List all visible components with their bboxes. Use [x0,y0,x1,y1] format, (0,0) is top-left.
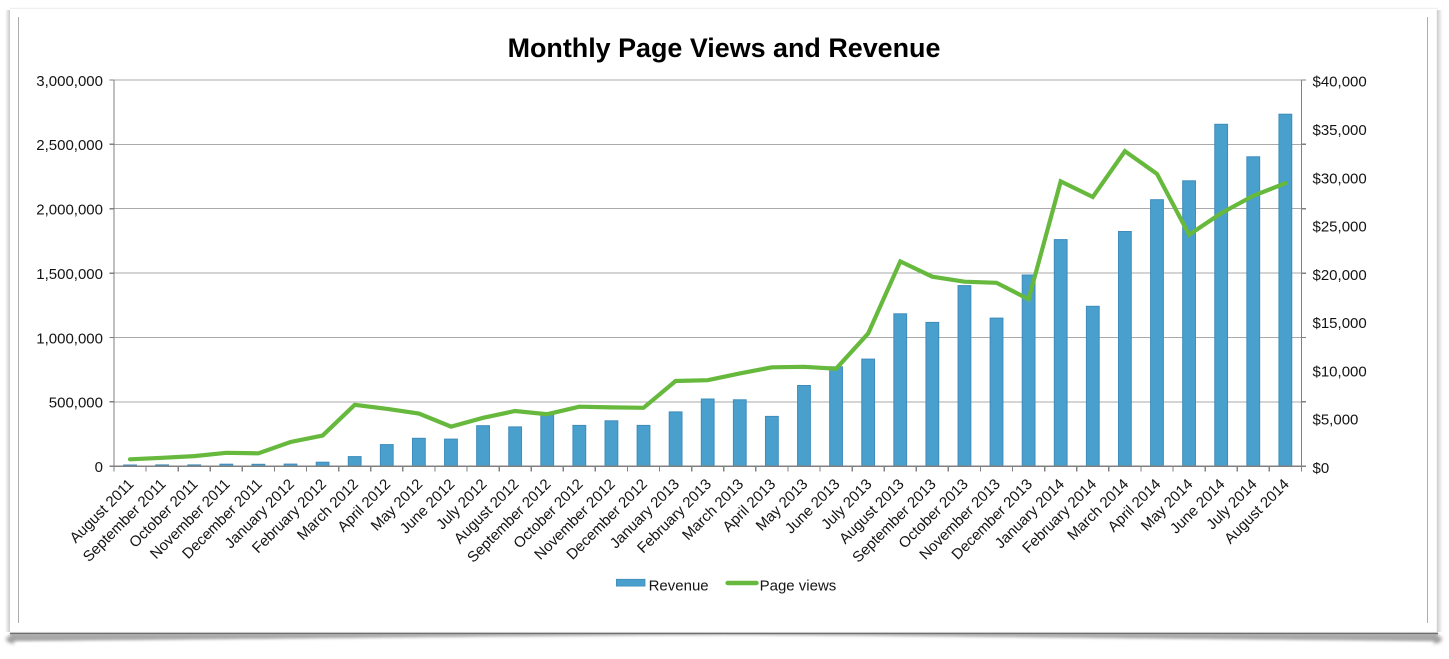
svg-text:1,500,000: 1,500,000 [36,266,103,283]
svg-text:$40,000: $40,000 [1313,74,1367,91]
svg-text:$0: $0 [1313,460,1330,477]
svg-text:Page views: Page views [760,578,837,595]
svg-text:2,500,000: 2,500,000 [36,137,103,154]
svg-text:$30,000: $30,000 [1313,170,1367,187]
svg-text:$5,000: $5,000 [1313,412,1359,429]
svg-text:0: 0 [95,459,103,476]
svg-text:Revenue: Revenue [649,578,709,595]
svg-text:Monthly Page Views and Revenue: Monthly Page Views and Revenue [508,33,941,63]
svg-text:$10,000: $10,000 [1313,363,1367,380]
svg-text:$25,000: $25,000 [1313,219,1367,236]
svg-text:$15,000: $15,000 [1313,315,1367,332]
svg-text:2,000,000: 2,000,000 [36,202,103,219]
svg-text:500,000: 500,000 [49,395,103,412]
svg-text:$35,000: $35,000 [1313,122,1367,139]
svg-text:1,000,000: 1,000,000 [36,330,103,347]
svg-text:$20,000: $20,000 [1313,267,1367,284]
svg-text:3,000,000: 3,000,000 [36,73,103,90]
